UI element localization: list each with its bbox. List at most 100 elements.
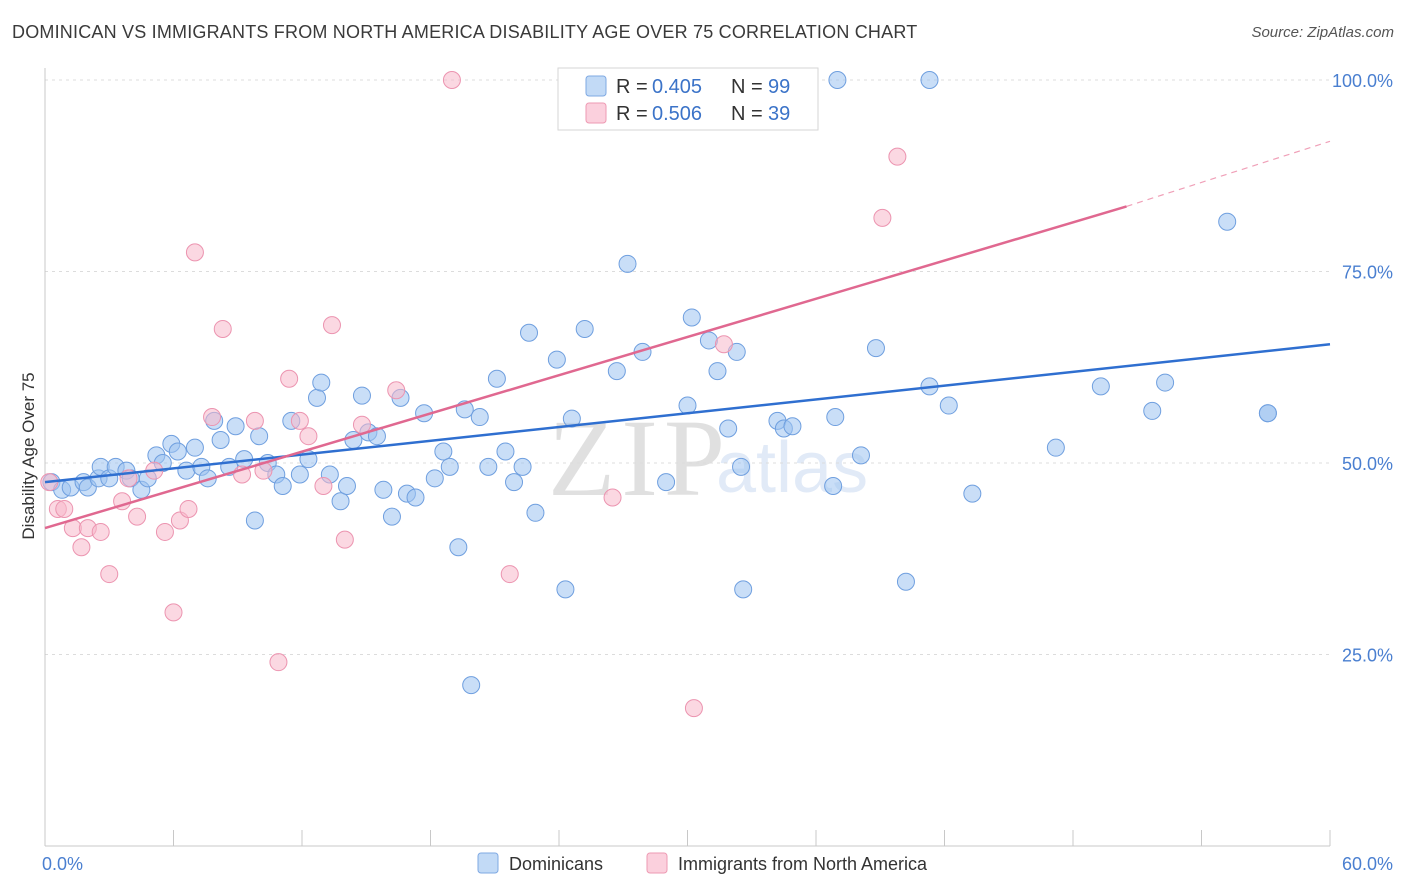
dominicans-point-62 [526, 503, 545, 522]
bottom-legend-label-dominicans: Dominicans [509, 854, 603, 874]
dominicans-point-67 [607, 362, 626, 381]
chart-title: DOMINICAN VS IMMIGRANTS FROM NORTH AMERI… [12, 22, 918, 42]
dominicans-point-85 [851, 446, 870, 465]
dominicans-point-18 [185, 438, 204, 457]
dominicans-point-65 [562, 409, 581, 428]
dominicans-point-66 [575, 319, 594, 338]
immigrants-point-24 [290, 411, 309, 430]
dominicans-point-72 [682, 308, 701, 327]
immigrants-point-15 [179, 499, 198, 518]
immigrants-point-32 [500, 565, 519, 584]
legend-swatch-immigrants [585, 102, 607, 124]
dominicans-point-94 [1143, 401, 1162, 420]
bottom-legend-label-immigrants: Immigrants from North America [678, 854, 928, 874]
immigrants-point-30 [387, 381, 406, 400]
immigrants-point-33 [603, 488, 622, 507]
legend-r-value-immigrants: 0.506 [652, 103, 702, 125]
dominicans-point-40 [352, 386, 371, 405]
y-tick-labels: 25.0% 50.0% 75.0% 100.0% [1332, 71, 1393, 666]
source-credit: Source: ZipAtlas.com [1251, 24, 1394, 41]
dominicans-point-54 [462, 676, 481, 695]
dominicans-point-75 [719, 419, 738, 438]
bottom-legend-swatch-dominicans [477, 852, 499, 874]
legend-r-label-immigrants: R = [616, 103, 648, 125]
dominicans-point-92 [1046, 438, 1065, 457]
dominicans-point-83 [826, 408, 845, 427]
dominicans-point-38 [337, 476, 356, 495]
bottom-legend: Dominicans Immigrants from North America [477, 852, 928, 874]
dominicans-point-81 [783, 417, 802, 436]
dominicans-point-57 [487, 369, 506, 388]
x-tick-label-min: 0.0% [42, 854, 83, 874]
dominicans-point-95 [1156, 373, 1175, 392]
immigrants-point-18 [213, 319, 232, 338]
dominicans-point-49 [425, 469, 444, 488]
legend-r-label-dominicans: R = [616, 76, 648, 98]
y-tick-label-100: 100.0% [1332, 71, 1393, 91]
series-immigrants-points [40, 71, 907, 718]
dominicans-point-98 [1258, 404, 1277, 423]
dominicans-point-50 [434, 442, 453, 461]
dominicans-point-27 [250, 427, 269, 446]
immigrants-point-4 [72, 538, 91, 557]
dominicans-point-52 [449, 538, 468, 557]
legend-box: R = 0.405 N = 99 R = 0.506 N = 39 [557, 67, 819, 131]
dominicans-point-35 [312, 373, 331, 392]
trend-line-immigrants [44, 205, 1127, 530]
dominicans-point-47 [406, 488, 425, 507]
legend-n-value-dominicans: 99 [768, 76, 790, 98]
dominicans-point-24 [226, 417, 245, 436]
dominicans-point-91 [963, 484, 982, 503]
immigrants-point-29 [352, 415, 371, 434]
immigrants-point-6 [91, 522, 110, 541]
dominicans-point-74 [708, 362, 727, 381]
dominicans-point-58 [496, 442, 515, 461]
dominicans-point-60 [513, 457, 532, 476]
dominicans-point-26 [245, 511, 264, 530]
immigrants-point-22 [269, 653, 288, 672]
dominicans-point-30 [273, 476, 292, 495]
dominicans-point-63 [547, 350, 566, 369]
dominicans-point-86 [866, 339, 885, 358]
dominicans-point-96 [1218, 212, 1237, 231]
immigrants-point-34 [684, 699, 703, 718]
dominicans-point-44 [382, 507, 401, 526]
immigrants-point-13 [164, 603, 183, 622]
immigrants-point-12 [155, 522, 174, 541]
immigrants-point-16 [185, 243, 204, 262]
immigrants-point-25 [299, 427, 318, 446]
series-dominicans-points [42, 71, 1277, 695]
dominicans-point-84 [828, 71, 847, 89]
dominicans-point-88 [920, 71, 939, 89]
dominicans-point-93 [1091, 377, 1110, 396]
x-tick-label-max: 60.0% [1342, 854, 1393, 874]
dominicans-point-55 [470, 408, 489, 427]
dominicans-point-73 [699, 331, 718, 350]
immigrants-point-10 [128, 507, 147, 526]
watermark: ZIP atlas [548, 397, 868, 519]
immigrants-point-23 [280, 369, 299, 388]
legend-r-value-dominicans: 0.405 [652, 76, 702, 98]
bottom-legend-swatch-immigrants [646, 852, 668, 874]
y-tick-label-75: 75.0% [1342, 263, 1393, 283]
legend-n-label-immigrants: N = [731, 103, 763, 125]
dominicans-point-78 [734, 580, 753, 599]
dominicans-point-22 [211, 431, 230, 450]
dominicans-point-37 [331, 492, 350, 511]
immigrants-point-17 [203, 408, 222, 427]
x-axis-ticks [44, 830, 1331, 846]
trend-line-immigrants-extension [1126, 140, 1331, 207]
dominicans-point-68 [618, 254, 637, 273]
dominicans-point-56 [479, 457, 498, 476]
dominicans-point-87 [896, 572, 915, 591]
trend-lines [44, 140, 1331, 530]
y-tick-label-50: 50.0% [1342, 454, 1393, 474]
immigrants-point-28 [335, 530, 354, 549]
dominicans-point-82 [824, 476, 843, 495]
dominicans-point-77 [732, 457, 751, 476]
dominicans-point-90 [939, 396, 958, 415]
immigrants-point-27 [322, 316, 341, 335]
dominicans-point-16 [168, 442, 187, 461]
immigrants-point-7 [100, 565, 119, 584]
